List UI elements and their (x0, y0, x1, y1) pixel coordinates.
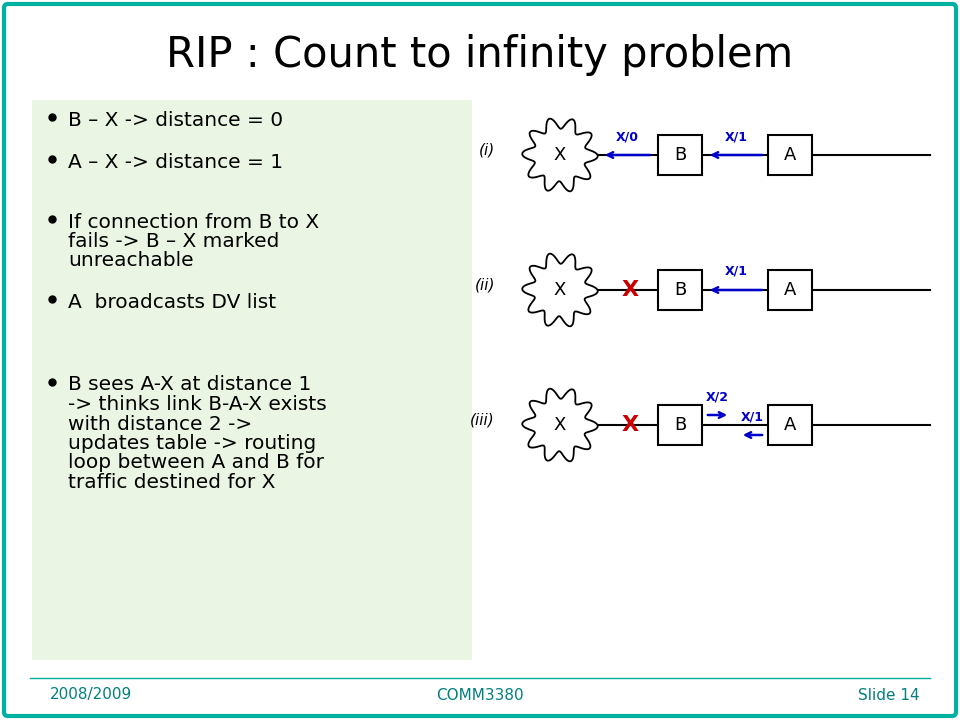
Bar (658, 405, 702, 445)
Text: X: X (621, 415, 638, 435)
Polygon shape (522, 389, 598, 462)
Text: -> thinks link B-A-X exists: -> thinks link B-A-X exists (68, 395, 326, 414)
Text: X: X (554, 416, 566, 434)
Text: A  broadcasts DV list: A broadcasts DV list (68, 292, 276, 312)
Text: updates table -> routing: updates table -> routing (68, 434, 316, 453)
Text: B: B (674, 281, 686, 299)
Text: A: A (783, 281, 796, 299)
Text: B – X -> distance = 0: B – X -> distance = 0 (68, 110, 283, 130)
Text: X: X (554, 281, 566, 299)
Text: B: B (674, 146, 686, 164)
Text: 2008/2009: 2008/2009 (50, 688, 132, 703)
Text: with distance 2 ->: with distance 2 -> (68, 415, 252, 433)
Polygon shape (522, 119, 598, 192)
Text: (iii): (iii) (470, 413, 495, 428)
Text: loop between A and B for: loop between A and B for (68, 454, 324, 472)
Polygon shape (522, 253, 598, 326)
Bar (658, 135, 702, 175)
Bar (768, 405, 812, 445)
Text: RIP : Count to infinity problem: RIP : Count to infinity problem (166, 34, 794, 76)
Text: B: B (674, 416, 686, 434)
Bar (658, 270, 702, 310)
Text: traffic destined for X: traffic destined for X (68, 473, 276, 492)
Text: A: A (783, 146, 796, 164)
Text: X/1: X/1 (741, 410, 764, 423)
Bar (768, 270, 812, 310)
Text: Slide 14: Slide 14 (858, 688, 920, 703)
Text: X/0: X/0 (616, 130, 639, 143)
Text: X/1: X/1 (725, 265, 748, 278)
Text: X/1: X/1 (725, 130, 748, 143)
Text: (i): (i) (479, 143, 495, 158)
Text: A – X -> distance = 1: A – X -> distance = 1 (68, 153, 283, 171)
Text: fails -> B – X marked: fails -> B – X marked (68, 232, 279, 251)
Text: (ii): (ii) (474, 277, 495, 292)
Text: X: X (554, 146, 566, 164)
Text: X: X (621, 280, 638, 300)
Text: COMM3380: COMM3380 (436, 688, 524, 703)
Text: A: A (783, 416, 796, 434)
Text: unreachable: unreachable (68, 251, 194, 271)
FancyBboxPatch shape (32, 100, 472, 660)
Text: If connection from B to X: If connection from B to X (68, 212, 319, 232)
Text: X/2: X/2 (706, 390, 729, 403)
Text: B sees A-X at distance 1: B sees A-X at distance 1 (68, 376, 311, 395)
FancyBboxPatch shape (4, 4, 956, 716)
Bar (768, 135, 812, 175)
